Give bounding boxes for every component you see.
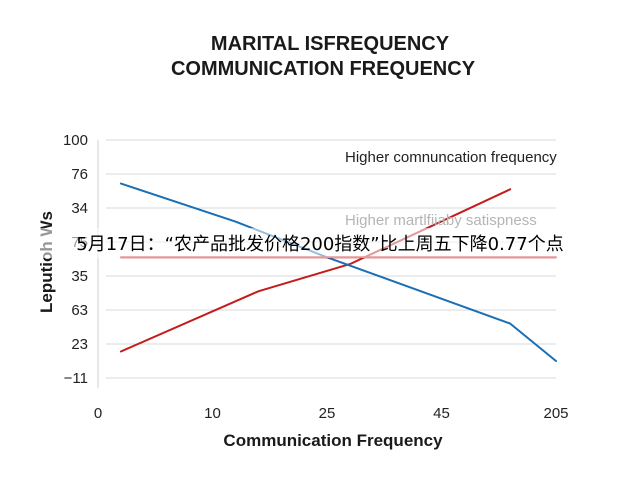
y-tick-label: −11 bbox=[64, 370, 88, 387]
y-tick-label: 63 bbox=[71, 302, 88, 319]
series-line-0 bbox=[119, 188, 512, 353]
y-tick-label: 34 bbox=[71, 200, 88, 217]
series-line-1 bbox=[119, 182, 557, 362]
chart-title-line-1: MARITAL ISFREQUENCY bbox=[211, 33, 450, 55]
x-tick-label: 25 bbox=[319, 405, 336, 422]
y-tick-label: 100 bbox=[63, 132, 88, 149]
series bbox=[119, 182, 557, 362]
x-tick-label: 10 bbox=[204, 405, 221, 422]
annotation-higher-communication: Higher comnuncation frequency bbox=[345, 149, 557, 166]
y-axis-ticks: 100763475356323−11 bbox=[63, 132, 88, 387]
y-axis-title: Leputioh Ws bbox=[37, 211, 56, 313]
overlay-caption: 5月17日：“农产品批发价格200指数”比上周五下降0.77个点 bbox=[0, 228, 640, 258]
y-tick-label: 76 bbox=[71, 166, 88, 183]
annotation-higher-marital: Higher martlfiiaby satispness bbox=[345, 212, 537, 229]
chart-title-line-2: COMMUNICATION FREQUENCY bbox=[171, 58, 476, 80]
y-tick-label: 35 bbox=[71, 268, 88, 285]
grid bbox=[97, 139, 556, 388]
x-axis-title: Communication Frequency bbox=[223, 431, 443, 450]
y-tick-label: 23 bbox=[71, 336, 88, 353]
x-tick-label: 0 bbox=[94, 405, 102, 422]
x-tick-label: 45 bbox=[433, 405, 450, 422]
x-tick-label: 205 bbox=[543, 405, 568, 422]
x-axis-ticks: 0 10 25 45 205 bbox=[94, 405, 569, 422]
